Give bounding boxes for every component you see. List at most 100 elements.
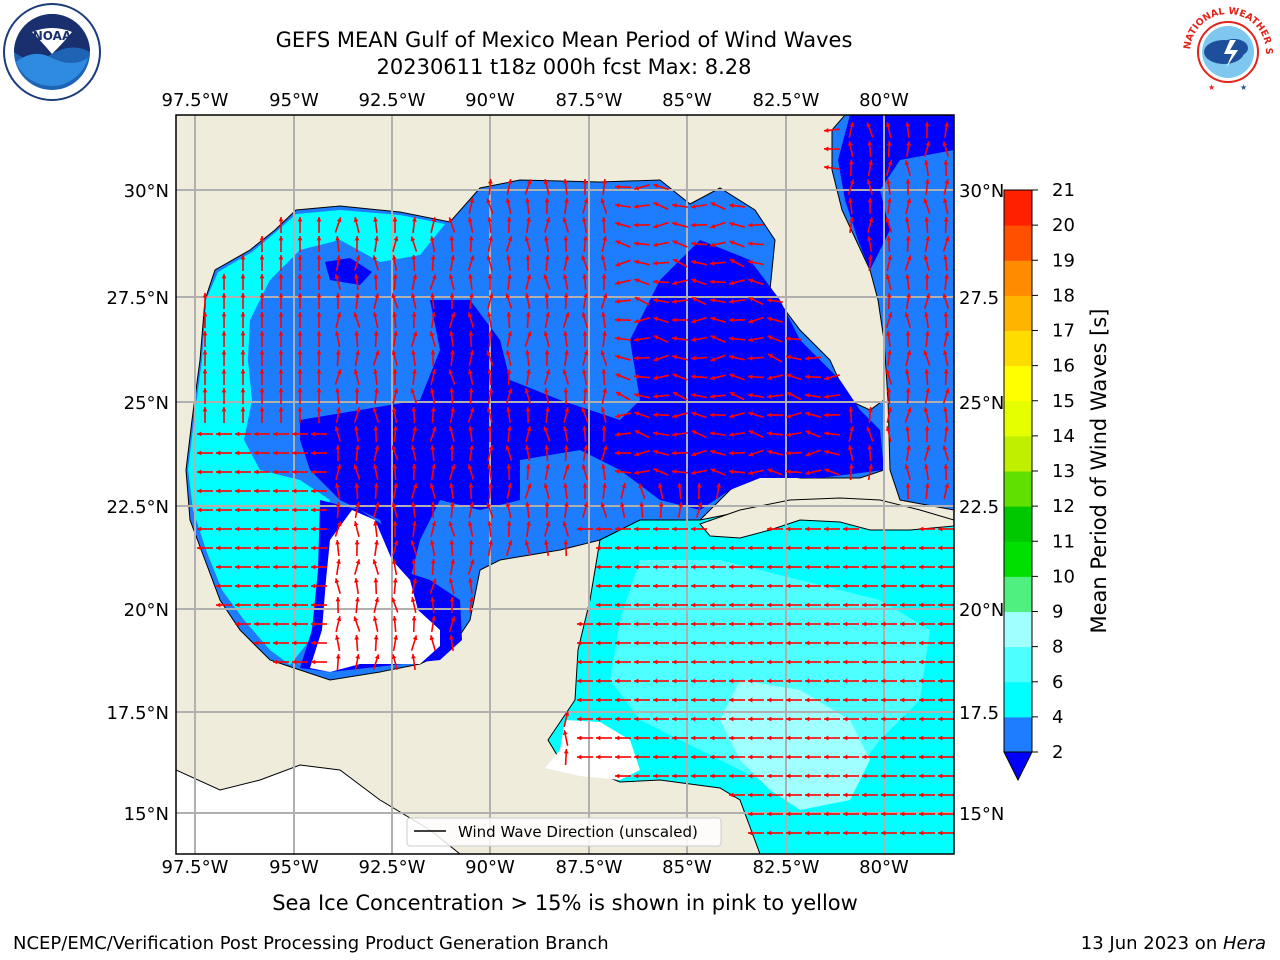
wave-direction-arrow <box>919 754 935 760</box>
pacific-no-data-region <box>176 764 461 854</box>
wave-direction-arrow <box>615 240 631 248</box>
lon-label: 97.5°W <box>162 857 229 878</box>
no-data-patch-yucatan <box>545 720 640 780</box>
wave-direction-arrow <box>469 292 474 310</box>
wave-direction-arrow <box>544 406 550 424</box>
wave-direction-arrow <box>691 773 707 779</box>
wave-direction-arrow <box>544 463 551 481</box>
wave-direction-arrow <box>786 391 802 401</box>
wave-direction-arrow <box>709 431 727 436</box>
wave-direction-arrow <box>254 431 270 437</box>
svg-text:★: ★ <box>1240 83 1247 92</box>
colorbar-ticks: 2 4 6 8 9 10 11 12 13 14 15 16 17 18 19 20 21 <box>1032 180 1075 763</box>
wave-direction-arrow <box>862 640 878 646</box>
wave-direction-arrow <box>729 678 745 684</box>
wave-direction-arrow <box>786 754 802 760</box>
wave-direction-arrow <box>354 425 360 443</box>
wave-direction-arrow <box>449 539 455 557</box>
wave-direction-arrow <box>468 482 474 500</box>
wave-direction-arrow <box>564 197 569 215</box>
wave-direction-arrow <box>729 792 745 798</box>
wave-direction-arrow <box>614 469 632 474</box>
wave-direction-arrow <box>653 659 669 665</box>
wave-direction-arrow <box>278 350 284 366</box>
wave-direction-arrow <box>729 621 745 627</box>
wave-direction-arrow <box>748 602 764 608</box>
wave-direction-arrow <box>577 735 593 741</box>
wave-direction-arrow <box>373 293 380 309</box>
wave-direction-arrow <box>639 501 645 519</box>
wave-direction-arrow <box>449 292 455 310</box>
wave-direction-arrow <box>372 616 379 632</box>
wave-direction-arrow <box>582 350 589 366</box>
wave-direction-arrow <box>804 374 822 380</box>
wave-direction-arrow <box>392 540 399 556</box>
wave-direction-arrow <box>615 659 631 665</box>
wave-direction-arrow <box>372 464 379 480</box>
wave-direction-arrow <box>221 274 227 290</box>
wave-direction-arrow <box>924 178 930 196</box>
wave-direction-arrow <box>867 198 873 214</box>
wave-direction-arrow <box>429 274 437 290</box>
wave-direction-arrow <box>900 602 916 608</box>
wave-direction-arrow <box>197 469 213 475</box>
wave-direction-arrow <box>881 811 897 817</box>
wave-direction-arrow <box>486 407 493 423</box>
wave-direction-arrow <box>824 830 840 836</box>
wave-direction-arrow <box>748 430 764 438</box>
wave-direction-arrow <box>601 236 608 252</box>
wave-direction-arrow <box>354 387 360 405</box>
wave-direction-arrow <box>881 583 897 589</box>
wave-direction-arrow <box>562 426 569 442</box>
lon-label: 80°W <box>859 857 909 878</box>
wave-direction-arrow <box>843 640 859 646</box>
wave-direction-arrow <box>690 374 708 380</box>
wave-direction-arrow <box>862 678 878 684</box>
wave-direction-arrow <box>596 545 612 551</box>
wave-direction-arrow <box>316 350 322 366</box>
lat-label: 17.5 <box>959 703 999 724</box>
wave-direction-arrow <box>614 298 632 304</box>
wave-direction-arrow <box>786 354 802 361</box>
wave-direction-arrow <box>710 449 726 456</box>
wave-direction-arrow <box>710 773 726 779</box>
wave-direction-arrow <box>273 602 289 608</box>
wave-direction-arrow <box>767 621 783 627</box>
lon-label: 80°W <box>859 90 909 111</box>
wave-direction-arrow <box>311 602 327 608</box>
wave-direction-arrow <box>633 355 651 361</box>
wave-direction-arrow <box>372 255 380 271</box>
wave-direction-arrow <box>919 773 935 779</box>
wave-direction-arrow <box>487 482 493 500</box>
wave-direction-arrow <box>804 355 822 361</box>
wave-direction-arrow <box>653 316 669 324</box>
wave-direction-arrow <box>843 526 859 532</box>
wave-direction-arrow <box>634 697 650 703</box>
colorbar-segment <box>1004 365 1032 402</box>
wave-direction-arrow <box>805 640 821 646</box>
wave-direction-arrow <box>843 830 859 836</box>
wave-direction-arrow <box>410 483 418 499</box>
wave-direction-arrow <box>634 184 650 191</box>
wave-direction-arrow <box>671 299 689 304</box>
wave-direction-arrow <box>197 488 213 494</box>
wave-direction-arrow <box>653 468 669 476</box>
wave-direction-arrow <box>843 697 859 703</box>
wave-direction-arrow <box>615 602 631 608</box>
wave-direction-arrow <box>487 426 493 442</box>
wave-direction-arrow <box>467 559 475 575</box>
wave-direction-arrow <box>278 255 284 271</box>
wave-direction-arrow <box>335 539 341 557</box>
wave-direction-arrow <box>824 374 840 381</box>
wave-direction-arrow <box>254 583 270 589</box>
wave-direction-arrow <box>849 216 854 234</box>
wave-direction-arrow <box>672 697 688 703</box>
wave-direction-arrow <box>862 621 878 627</box>
wave-direction-arrow <box>525 463 531 481</box>
wave-direction-arrow <box>316 236 322 252</box>
wave-direction-arrow <box>748 773 764 779</box>
wave-direction-arrow <box>867 217 874 233</box>
wave-direction-arrow <box>748 621 764 627</box>
colorbar-segment <box>1004 611 1032 648</box>
wave-direction-arrow <box>487 274 493 290</box>
